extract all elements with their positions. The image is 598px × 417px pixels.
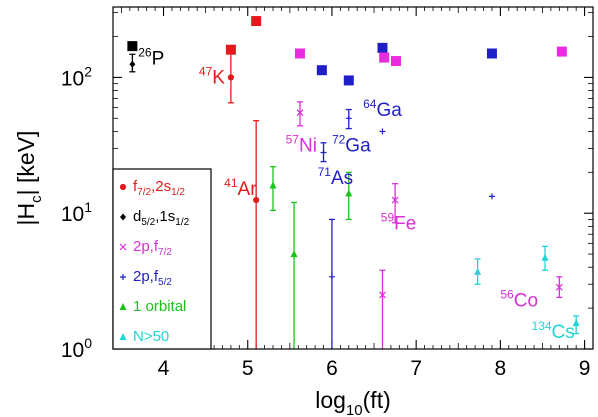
isotope-label: 72Ga [332, 132, 371, 156]
legend-marker [119, 183, 127, 191]
data-square [486, 48, 497, 59]
data-point [345, 115, 352, 122]
isotope-label: 64Ga [363, 97, 402, 121]
data-point [129, 60, 136, 68]
data-square [556, 46, 567, 57]
y-tick-label: 102 [61, 63, 92, 90]
legend-label: 2p,f5/2 [133, 268, 172, 288]
data-point [541, 253, 549, 261]
data-point [269, 181, 277, 189]
data-point [379, 291, 386, 299]
data-square [379, 52, 390, 63]
data-point [474, 267, 482, 275]
legend-label: 1 orbital [133, 298, 186, 315]
data-point [391, 196, 399, 204]
data-point [555, 283, 563, 291]
data-square [343, 75, 354, 86]
data-point [328, 273, 335, 280]
isotope-label: 41Ar [224, 176, 257, 200]
legend-label: 2p,f7/2 [133, 238, 172, 258]
data-square [377, 42, 388, 53]
data-point [290, 250, 298, 258]
data-point [345, 189, 353, 197]
data-square [294, 48, 305, 59]
data-square [127, 41, 138, 52]
x-tick-label: 5 [242, 357, 254, 380]
isotope-label: 71As [318, 165, 354, 189]
legend-marker [119, 243, 127, 251]
legend-label: d5/2,1s1/2 [133, 208, 190, 228]
isotope-label: 57Ni [286, 132, 317, 156]
legend-label: f7/2,2s1/2 [133, 178, 185, 198]
y-tick-label: 100 [61, 335, 92, 362]
legend-marker [119, 333, 127, 340]
x-tick-label: 4 [158, 357, 170, 380]
legend-box [112, 168, 212, 350]
data-point [379, 128, 386, 135]
data-square [225, 44, 236, 55]
x-tick-label: 8 [495, 357, 507, 380]
data-point [253, 196, 260, 204]
legend-label: N>50 [133, 328, 169, 345]
data-point [227, 74, 234, 81]
isotope-label: 134Cs [532, 319, 575, 343]
data-point [488, 193, 495, 200]
y-tick-label: 101 [61, 199, 92, 226]
data-point [572, 319, 580, 327]
legend-marker [119, 303, 127, 310]
y-axis-label: |Hc| [keV] [13, 131, 45, 226]
x-tick-label: 6 [326, 357, 338, 380]
isotope-label: 47K [199, 65, 225, 89]
isotope-label: 26P [138, 45, 164, 69]
data-point [296, 109, 304, 117]
data-square [390, 56, 401, 67]
isotope-label: 56Co [500, 288, 538, 312]
isotope-label: 59Fe [381, 210, 417, 234]
x-tick-label: 7 [410, 357, 422, 380]
x-axis-label: log10(ft) [315, 387, 391, 417]
legend-marker [120, 274, 126, 280]
legend-marker [120, 213, 126, 221]
data-square [316, 65, 327, 76]
x-tick-label: 9 [579, 357, 591, 380]
data-point [320, 149, 327, 156]
data-square [251, 16, 262, 27]
